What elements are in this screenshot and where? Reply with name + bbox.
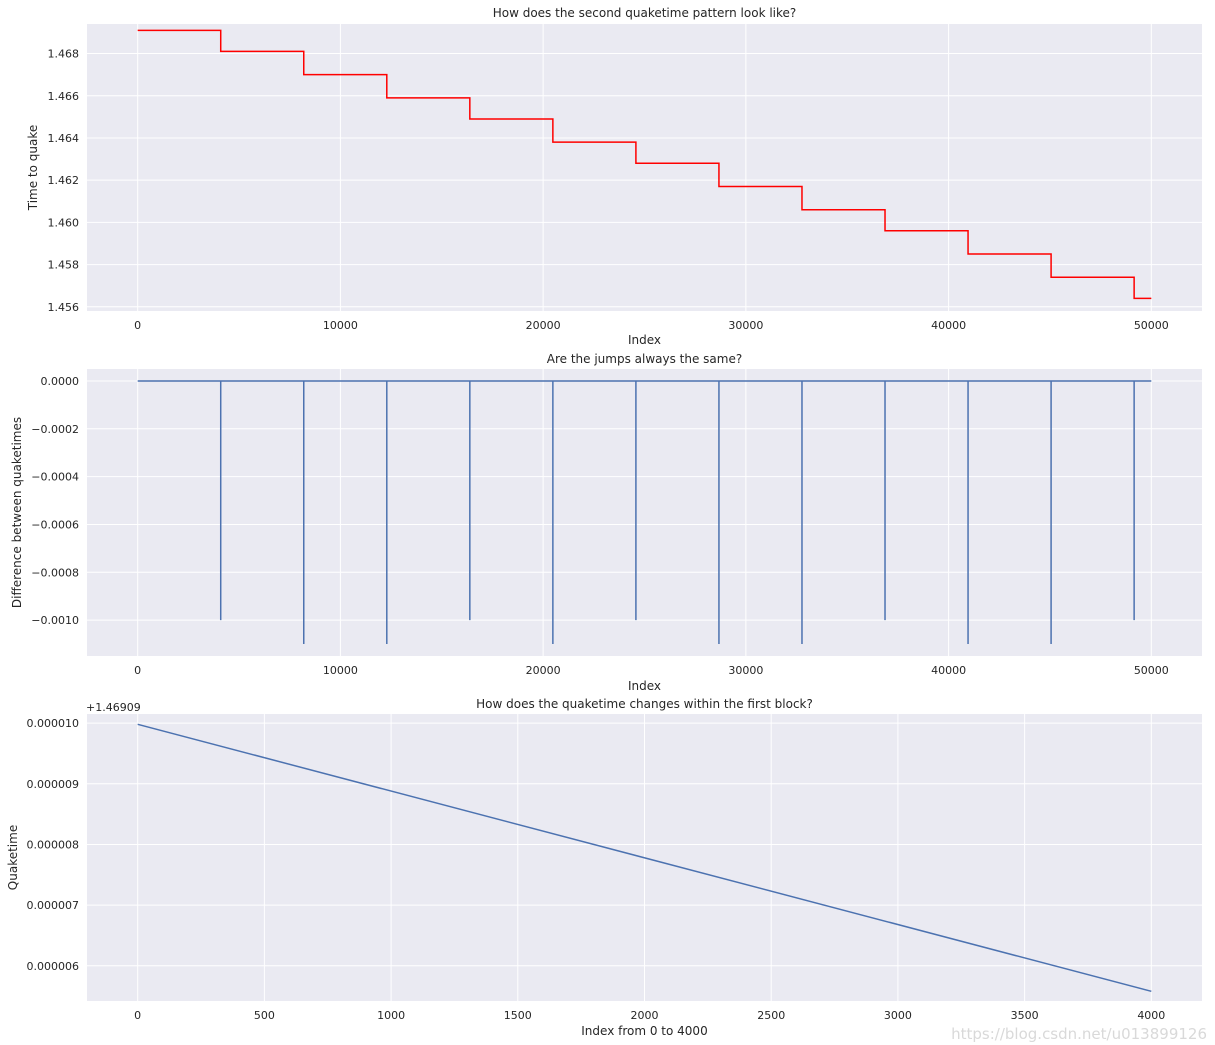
y-tick-label: 1.458: [48, 259, 80, 272]
y-tick-label: −0.0010: [31, 614, 79, 627]
y-tick-label: 0.000007: [27, 899, 80, 912]
y-tick-label: 0.0000: [41, 375, 80, 388]
series-group: [137, 29, 1152, 300]
y-tick-label: 1.464: [48, 132, 80, 145]
chart-title: How does the quaketime changes within th…: [476, 697, 813, 711]
series-group: [137, 723, 1152, 993]
x-axis-label: Index: [628, 333, 661, 347]
x-tick-label: 40000: [931, 319, 966, 332]
x-tick-label: 4000: [1137, 1009, 1165, 1022]
x-tick-label: 10000: [323, 664, 358, 677]
y-tick-label: 1.456: [48, 301, 80, 314]
x-tick-label: 0: [134, 664, 141, 677]
series-group: [137, 380, 1152, 645]
x-tick-label: 1500: [504, 1009, 532, 1022]
x-tick-label: 0: [134, 319, 141, 332]
y-tick-label: 1.462: [48, 174, 80, 187]
y-tick-label: −0.0008: [31, 566, 79, 579]
y-tick-label: 1.460: [48, 216, 80, 229]
series-line: [137, 29, 1152, 300]
x-tick-label: 2000: [631, 1009, 659, 1022]
x-tick-label: 30000: [728, 664, 763, 677]
y-tick-label: 0.000010: [27, 717, 80, 730]
x-tick-label: 500: [254, 1009, 275, 1022]
x-tick-label: 30000: [728, 319, 763, 332]
chart-title: Are the jumps always the same?: [547, 352, 742, 366]
x-tick-label: 2500: [757, 1009, 785, 1022]
y-tick-label: −0.0004: [31, 471, 79, 484]
y-axis-label: Quaketime: [6, 825, 20, 890]
x-tick-label: 40000: [931, 664, 966, 677]
x-tick-label: 10000: [323, 319, 358, 332]
chart-panel-2: 0 10000 20000 30000 40000 50000 0.0000 −0.0002 −…: [10, 352, 1202, 693]
y-offset-label: +1.46909: [86, 701, 141, 714]
series-line: [137, 723, 1152, 993]
chart-title: How does the second quaketime pattern lo…: [493, 6, 797, 20]
x-tick-label: 20000: [526, 664, 561, 677]
x-tick-label: 50000: [1134, 319, 1169, 332]
x-tick-label: 20000: [526, 319, 561, 332]
y-tick-label: 0.000009: [27, 778, 80, 791]
y-tick-label: 1.466: [48, 90, 80, 103]
plot-background: [87, 24, 1202, 311]
y-tick-label: 0.000008: [27, 838, 80, 851]
x-tick-label: 3500: [1011, 1009, 1039, 1022]
x-axis-label: Index: [628, 679, 661, 693]
chart-panel-3: 0 500 1000 1500 2000 2500 3000 3500 4000 0.000006…: [6, 697, 1202, 1038]
plot-background: [87, 369, 1202, 656]
watermark: https://blog.csdn.net/u013899126: [951, 1025, 1207, 1043]
y-tick-label: 0.000006: [27, 960, 80, 973]
y-tick-label: −0.0006: [31, 518, 79, 531]
x-tick-label: 3000: [884, 1009, 912, 1022]
y-tick-label: −0.0002: [31, 423, 79, 436]
y-axis-label: Time to quake: [26, 125, 40, 212]
y-axis-label: Difference between quaketimes: [10, 417, 24, 608]
x-axis-label: Index from 0 to 4000: [581, 1024, 707, 1038]
x-tick-label: 0: [134, 1009, 141, 1022]
chart-panel-1: 0 10000 20000 30000 40000 50000 1.456 1.458 1.46…: [26, 6, 1202, 347]
x-tick-label: 1000: [377, 1009, 405, 1022]
x-tick-label: 50000: [1134, 664, 1169, 677]
y-tick-label: 1.468: [48, 48, 80, 61]
